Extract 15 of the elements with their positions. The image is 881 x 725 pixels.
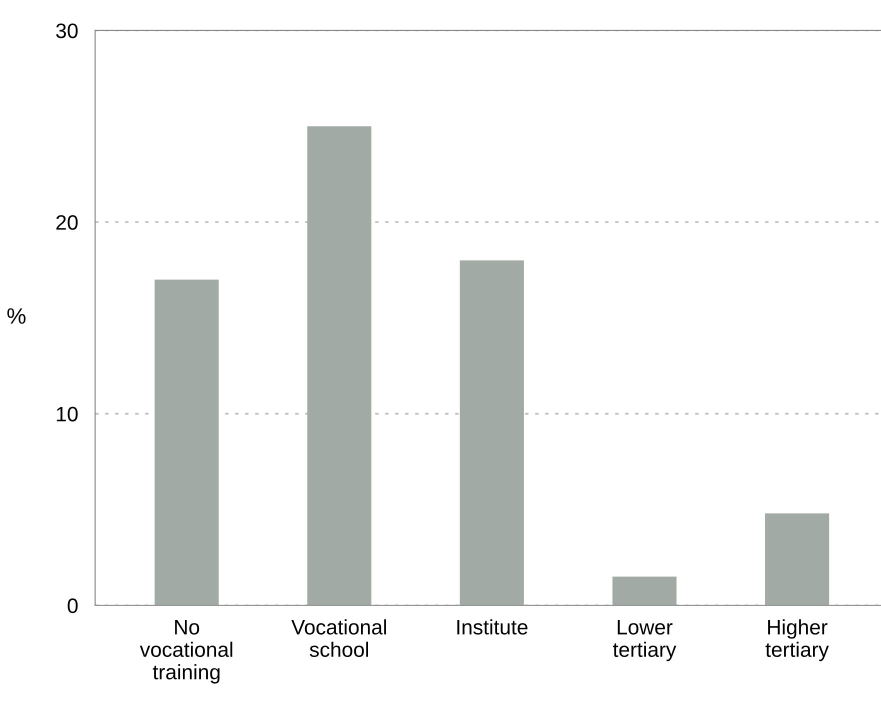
y-tick-label: 0 xyxy=(68,598,78,614)
y-tick-label: 30 xyxy=(56,23,78,38)
x-tick-label: No vocational training xyxy=(140,620,232,684)
x-tick-label: Institute xyxy=(457,619,528,635)
bar xyxy=(460,260,524,606)
bar xyxy=(154,280,219,606)
x-tick-label: Lower tertiary xyxy=(612,620,676,662)
y-tick-label: 20 xyxy=(56,215,78,230)
bar xyxy=(307,126,372,606)
bar xyxy=(612,576,677,606)
y-tick-label: 10 xyxy=(56,406,78,422)
x-tick-label: Vocational school xyxy=(291,619,386,658)
y-axis-title: % xyxy=(7,308,26,324)
bar xyxy=(765,513,830,606)
x-tick-label: Higher tertiary xyxy=(766,619,829,662)
